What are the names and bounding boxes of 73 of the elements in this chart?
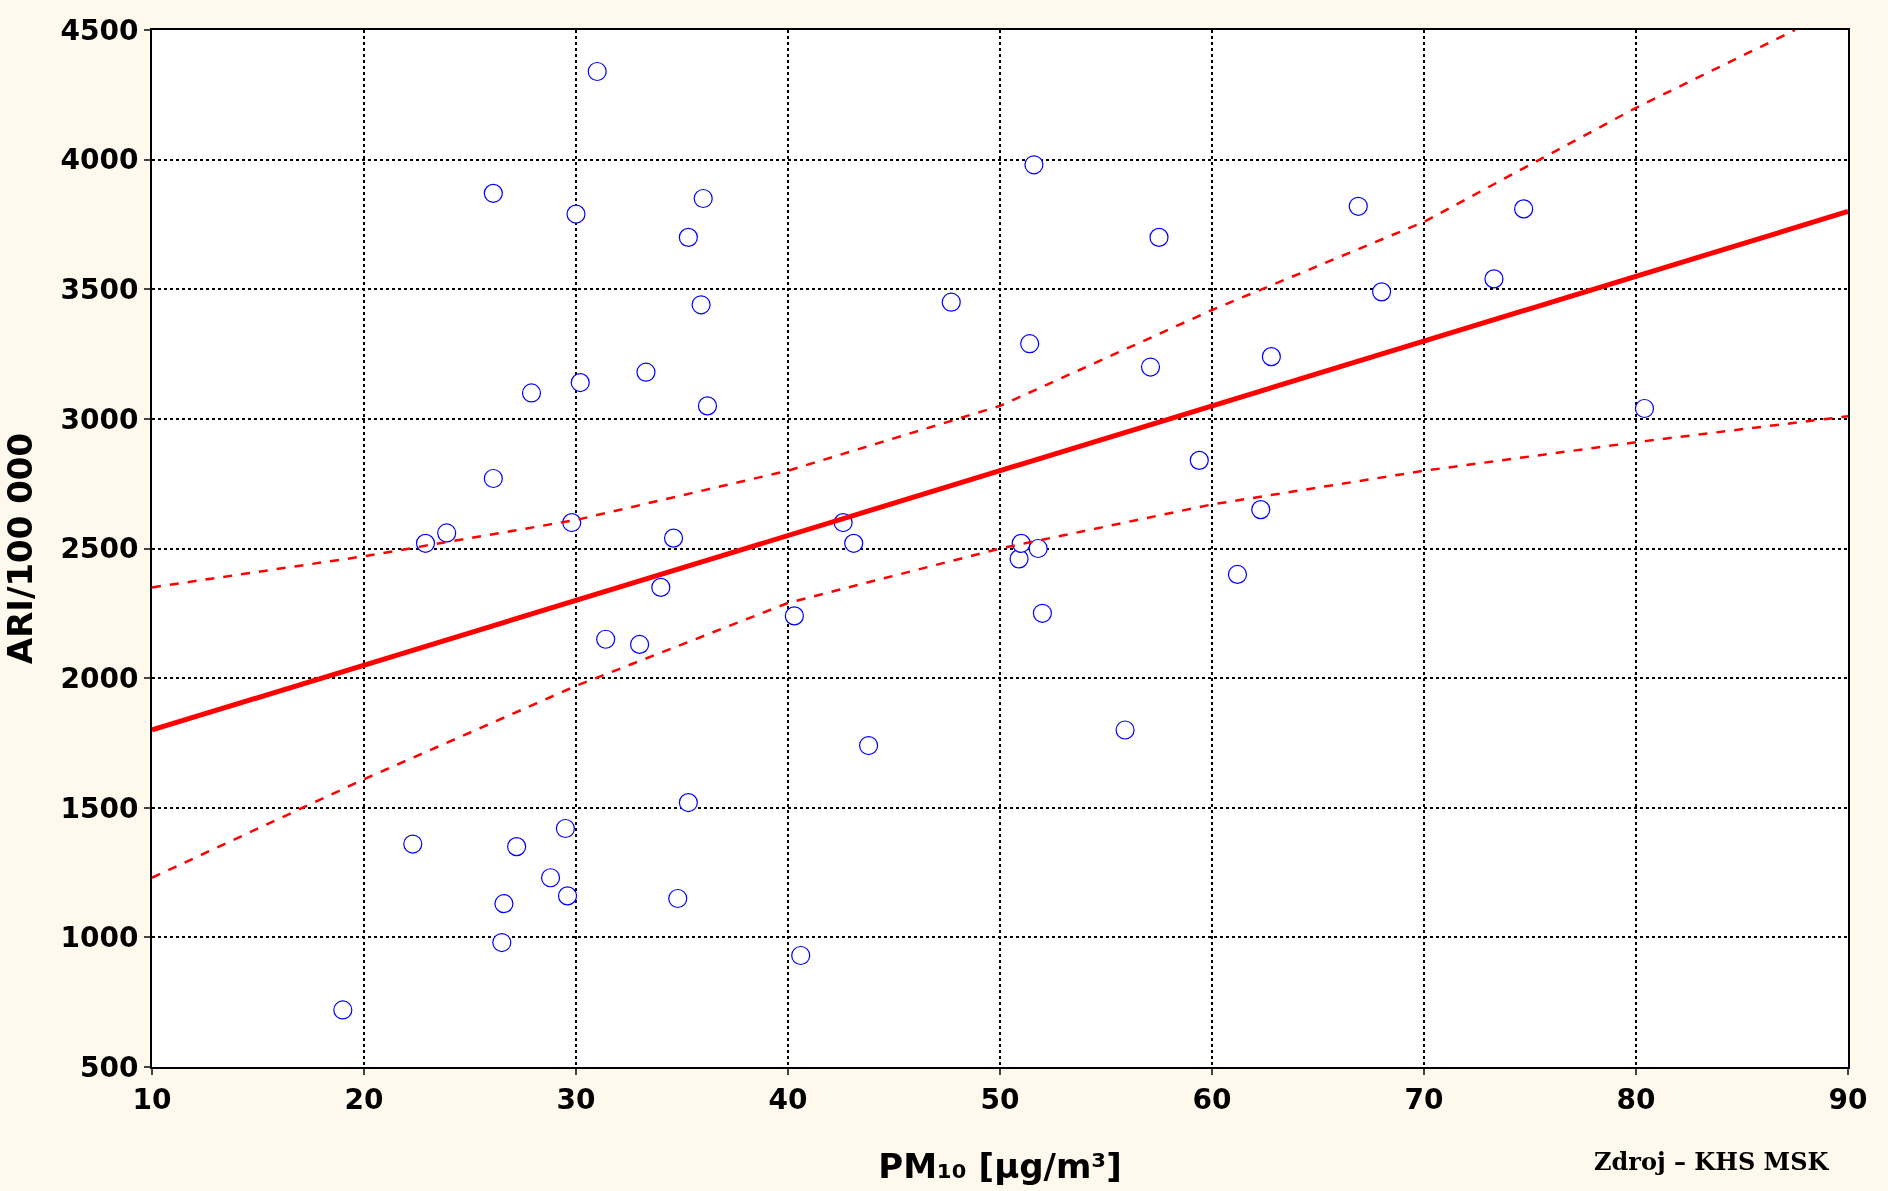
y-tick-label: 1000 xyxy=(60,921,139,955)
point xyxy=(555,818,575,839)
point xyxy=(403,834,423,854)
point xyxy=(858,735,879,756)
point xyxy=(540,868,561,888)
point xyxy=(663,528,684,548)
y-tick-label: 2000 xyxy=(60,661,139,695)
point xyxy=(566,204,586,224)
point xyxy=(1189,450,1209,470)
line-series xyxy=(152,30,1797,589)
x-tick-label: 10 xyxy=(132,1082,172,1116)
y-tick-label: 1500 xyxy=(60,791,139,825)
x-tick-label: 60 xyxy=(1192,1082,1232,1116)
point xyxy=(636,362,656,382)
y-axis-title: ARI/100 000 xyxy=(0,432,40,665)
point xyxy=(630,634,650,655)
text: Zdroj – KHS MSK xyxy=(1594,1147,1830,1176)
y-tick-label: 4500 xyxy=(60,13,139,47)
point xyxy=(791,945,811,966)
point xyxy=(415,533,436,553)
point xyxy=(333,1000,353,1020)
point xyxy=(784,606,804,626)
point xyxy=(1032,603,1052,623)
x-tick-label: 80 xyxy=(1616,1082,1656,1116)
y-tick-label: 2500 xyxy=(60,532,139,566)
point xyxy=(596,629,616,649)
point xyxy=(492,932,512,953)
y-tick-label: 3000 xyxy=(60,402,139,436)
point xyxy=(557,886,578,906)
point xyxy=(570,372,590,393)
point xyxy=(483,468,503,489)
point xyxy=(1024,155,1044,175)
point xyxy=(587,61,607,82)
point xyxy=(1484,269,1504,289)
point xyxy=(678,792,698,813)
point xyxy=(1261,347,1281,367)
point xyxy=(437,523,457,543)
point xyxy=(562,512,582,533)
point xyxy=(1149,227,1169,247)
line-series xyxy=(152,415,1848,879)
x-tick-label: 20 xyxy=(344,1082,384,1116)
point xyxy=(1251,500,1271,520)
point xyxy=(678,227,698,247)
y-tick-label: 500 xyxy=(79,1050,139,1084)
point xyxy=(1348,196,1368,216)
x-tick-label: 70 xyxy=(1404,1082,1444,1116)
point xyxy=(651,577,671,597)
point xyxy=(521,383,542,403)
point xyxy=(1514,199,1534,219)
point xyxy=(693,188,713,209)
point xyxy=(494,894,514,914)
point xyxy=(1140,357,1161,377)
x-axis-title: PM₁₀ [µg/m³] xyxy=(878,1146,1122,1187)
point xyxy=(1009,549,1029,569)
point xyxy=(691,295,711,315)
x-tick-label: 50 xyxy=(980,1082,1020,1116)
point xyxy=(1634,398,1655,419)
point xyxy=(697,396,718,416)
point xyxy=(941,292,961,312)
point xyxy=(1115,720,1135,740)
point xyxy=(1227,564,1248,585)
y-tick-label: 3500 xyxy=(60,273,139,307)
point xyxy=(507,837,527,857)
point xyxy=(1372,282,1392,302)
point xyxy=(483,183,503,203)
point xyxy=(1020,334,1040,354)
y-tick-label: 4000 xyxy=(60,143,139,177)
point xyxy=(844,533,864,553)
x-tick-label: 30 xyxy=(556,1082,596,1116)
x-tick-label: 40 xyxy=(768,1082,808,1116)
point xyxy=(668,888,688,909)
point xyxy=(1028,538,1048,559)
x-tick-label: 90 xyxy=(1828,1082,1868,1116)
